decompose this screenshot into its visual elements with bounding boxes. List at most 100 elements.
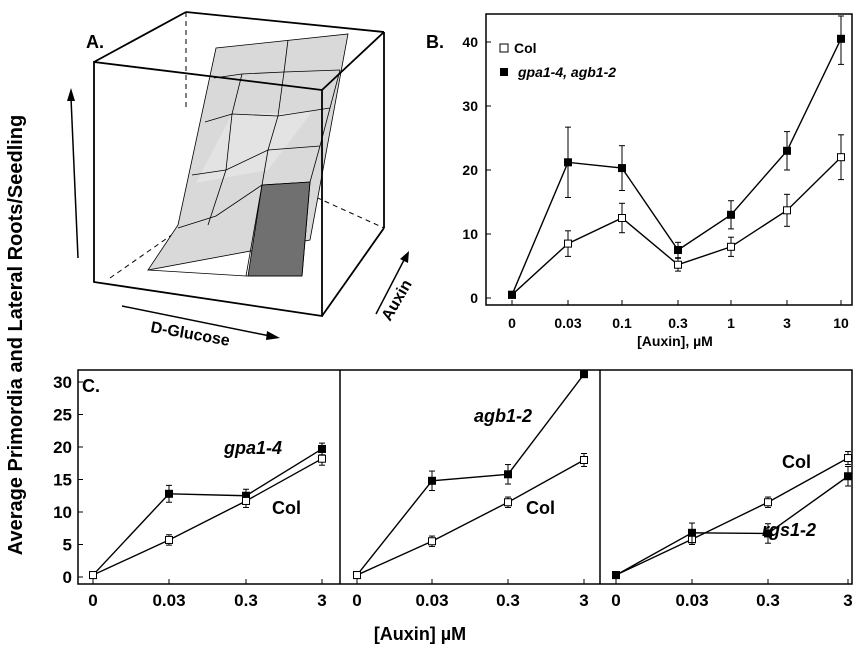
series-label-col: Col xyxy=(272,498,301,518)
panel-b-label: B. xyxy=(426,32,444,52)
panel-b-x-label: [Auxin], µM xyxy=(637,333,713,349)
panel-a-label: A. xyxy=(86,32,104,52)
x-tick-label: 10 xyxy=(833,315,849,331)
legend-open-square-icon xyxy=(499,43,509,53)
panel-a: A. xyxy=(67,11,416,350)
x-tick-label: 0 xyxy=(352,591,361,610)
series-line xyxy=(356,459,585,576)
data-point xyxy=(428,476,436,485)
panel-b: B. 0 10 20 30 40 0 0.03 0.1 0.3 1 3 10 Col gpa1-4, … xyxy=(426,13,853,349)
y-tick-label: 20 xyxy=(462,162,478,178)
data-point xyxy=(764,498,772,507)
data-point xyxy=(837,34,845,43)
data-point xyxy=(783,146,791,155)
vertical-axis-arrow xyxy=(70,97,79,259)
arrow-head-icon xyxy=(67,88,75,101)
box-top-edge xyxy=(93,11,187,63)
x-tick-label: 0.1 xyxy=(612,315,632,331)
data-point xyxy=(783,206,791,215)
series-line xyxy=(356,373,585,576)
series-label-col: Col xyxy=(526,498,555,518)
data-point xyxy=(318,444,326,453)
data-point xyxy=(165,535,173,544)
arrow-head-icon xyxy=(266,331,280,340)
data-point xyxy=(242,496,250,505)
data-point xyxy=(764,529,772,538)
x-tick-label: 0 xyxy=(611,591,620,610)
data-point xyxy=(618,214,626,222)
x-tick-label: 0.03 xyxy=(152,591,185,610)
data-point xyxy=(353,571,361,580)
box-top-edge xyxy=(321,31,385,91)
data-point xyxy=(837,153,845,162)
y-tick-label: 10 xyxy=(53,503,72,522)
x-tick-label: 3 xyxy=(317,591,326,610)
y-tick-label: 25 xyxy=(53,406,72,425)
y-tick-label: 5 xyxy=(63,536,72,555)
series-line xyxy=(615,475,849,576)
data-point xyxy=(504,498,512,507)
x-tick-label: 0.3 xyxy=(756,591,780,610)
data-point xyxy=(165,489,173,498)
figure-y-label: Average Primordia and Lateral Roots/Seed… xyxy=(5,115,27,556)
data-point xyxy=(844,472,852,481)
auxin-axis-label: Auxin xyxy=(379,277,416,324)
x-tick-label: 0.3 xyxy=(668,315,688,331)
series-label-gpa1-4: gpa1-4 xyxy=(223,438,282,458)
data-point xyxy=(504,470,512,479)
data-point xyxy=(428,537,436,546)
panel-b-axes: 0 10 20 30 40 0 0.03 0.1 0.3 1 3 10 xyxy=(462,34,849,331)
data-point xyxy=(674,260,682,269)
box-back-edge xyxy=(299,189,385,229)
data-point xyxy=(844,454,852,463)
box-top-edge xyxy=(185,11,385,33)
series-line xyxy=(92,448,323,576)
y-tick-label: 0 xyxy=(63,568,72,587)
data-point xyxy=(618,164,626,173)
x-tick-label: 0 xyxy=(88,591,97,610)
glucose-axis-label: D-Glucose xyxy=(149,319,231,350)
y-tick-label: 20 xyxy=(53,438,72,457)
panel-b-frame xyxy=(485,13,853,306)
data-point xyxy=(580,370,588,379)
series-line xyxy=(615,457,849,576)
panel-c-label: C. xyxy=(82,376,100,396)
y-tick-label: 0 xyxy=(470,290,478,306)
series-label-agb1-2: agb1-2 xyxy=(474,406,532,426)
y-tick-label: 30 xyxy=(53,373,72,392)
legend-filled-square-icon xyxy=(500,68,508,76)
panel-b-series xyxy=(508,15,845,299)
y-tick-label: 30 xyxy=(462,98,478,114)
data-point xyxy=(727,242,735,251)
box-back-edge xyxy=(109,224,187,279)
data-point xyxy=(612,571,620,580)
x-tick-label: 0.03 xyxy=(675,591,708,610)
data-point xyxy=(688,528,696,537)
data-point xyxy=(508,290,516,299)
y-tick-label: 15 xyxy=(53,471,72,490)
auxin-axis-arrow xyxy=(375,259,405,315)
y-tick-label: 40 xyxy=(462,34,478,50)
legend-label-col: Col xyxy=(514,40,537,56)
y-tick-label: 10 xyxy=(462,226,478,242)
data-point xyxy=(89,571,97,580)
legend-label-mutant: gpa1-4, agb1-2 xyxy=(517,64,616,80)
x-tick-label: 1 xyxy=(727,315,735,331)
data-point xyxy=(564,158,572,167)
x-tick-label: 0.3 xyxy=(234,591,258,610)
series-label-rgs1-2: rgs1-2 xyxy=(762,520,816,540)
x-tick-label: 0.03 xyxy=(554,315,581,331)
x-tick-label: 3 xyxy=(843,591,852,610)
x-tick-label: 0.03 xyxy=(415,591,448,610)
response-surface xyxy=(147,33,349,277)
series-line xyxy=(92,458,323,576)
series-label-col: Col xyxy=(782,452,811,472)
glucose-axis-arrow xyxy=(121,305,271,337)
x-tick-label: 0.3 xyxy=(496,591,520,610)
data-point xyxy=(727,210,735,219)
data-point xyxy=(318,454,326,463)
data-point xyxy=(674,246,682,254)
panel-c-frame xyxy=(77,369,853,585)
data-point xyxy=(580,456,588,464)
